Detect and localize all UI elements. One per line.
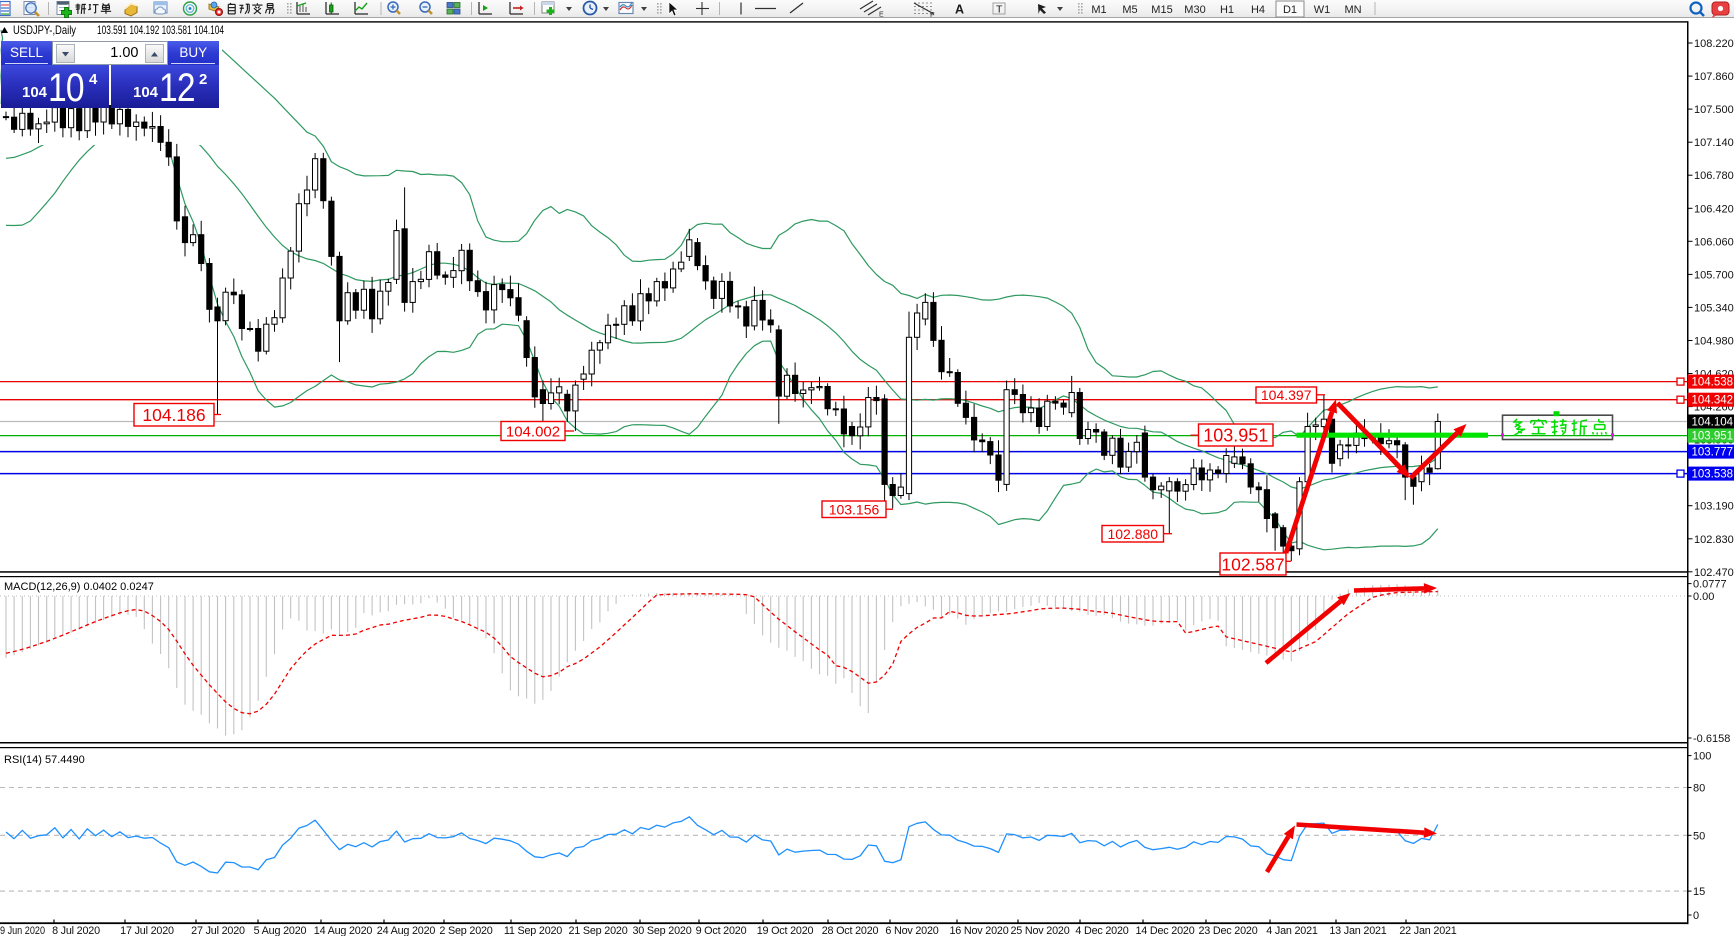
svg-text:D1: D1: [1283, 4, 1297, 16]
svg-text:M1: M1: [1091, 4, 1106, 16]
svg-text:25 Nov 2020: 25 Nov 2020: [1010, 925, 1069, 936]
svg-text:28 Oct 2020: 28 Oct 2020: [822, 925, 879, 936]
svg-text:103.591 104.192 103.581 104.10: 103.591 104.192 103.581 104.104: [97, 23, 224, 37]
svg-text:5 Aug 2020: 5 Aug 2020: [254, 925, 307, 936]
svg-text:107.860: 107.860: [1694, 71, 1734, 83]
svg-text:17 Jul 2020: 17 Jul 2020: [120, 925, 174, 936]
svg-text:104.397: 104.397: [1261, 387, 1312, 403]
svg-text:M30: M30: [1184, 4, 1205, 16]
svg-text:22 Jan 2021: 22 Jan 2021: [1399, 925, 1456, 936]
svg-text:107.140: 107.140: [1694, 137, 1734, 149]
svg-text:108.220: 108.220: [1694, 38, 1734, 50]
svg-text:RSI(14) 57.4490: RSI(14) 57.4490: [4, 754, 85, 766]
svg-text:H4: H4: [1251, 4, 1265, 16]
svg-text:102.830: 102.830: [1694, 534, 1734, 546]
svg-text:MACD(12,26,9) 0.0402 0.0247: MACD(12,26,9) 0.0402 0.0247: [4, 581, 154, 593]
svg-text:104.186: 104.186: [142, 405, 205, 425]
svg-text:8 Jul 2020: 8 Jul 2020: [52, 925, 100, 936]
svg-text:4 Dec 2020: 4 Dec 2020: [1075, 925, 1128, 936]
svg-text:102.880: 102.880: [1107, 526, 1158, 542]
svg-text:14 Dec 2020: 14 Dec 2020: [1135, 925, 1194, 936]
svg-text:104.002: 104.002: [506, 423, 560, 440]
svg-text:80: 80: [1693, 783, 1705, 795]
svg-text:M5: M5: [1122, 4, 1137, 16]
svg-text:103.777: 103.777: [1692, 447, 1734, 459]
svg-text:13 Jan 2021: 13 Jan 2021: [1329, 925, 1386, 936]
svg-text:F: F: [930, 10, 935, 19]
svg-text:4 Jan 2021: 4 Jan 2021: [1266, 925, 1318, 936]
svg-text:M15: M15: [1151, 4, 1172, 16]
svg-text:27 Jul 2020: 27 Jul 2020: [191, 925, 245, 936]
svg-text:2 Sep 2020: 2 Sep 2020: [439, 925, 492, 936]
svg-text:103.951: 103.951: [1203, 426, 1268, 446]
svg-text:30 Sep 2020: 30 Sep 2020: [632, 925, 691, 936]
svg-text:103.190: 103.190: [1694, 501, 1734, 513]
svg-text:106.420: 106.420: [1694, 203, 1734, 215]
svg-text:E: E: [879, 12, 884, 19]
svg-text:102.470: 102.470: [1694, 567, 1734, 579]
svg-text:9 Jun 2020: 9 Jun 2020: [0, 925, 45, 936]
svg-text:103.951: 103.951: [1692, 431, 1734, 443]
svg-text:104.538: 104.538: [1692, 377, 1734, 389]
svg-text:0.0777: 0.0777: [1693, 579, 1727, 591]
svg-text:23 Dec 2020: 23 Dec 2020: [1198, 925, 1257, 936]
svg-text:19 Oct 2020: 19 Oct 2020: [757, 925, 814, 936]
svg-text:11 Sep 2020: 11 Sep 2020: [504, 925, 562, 936]
svg-text:H1: H1: [1220, 4, 1234, 16]
svg-text:0.00: 0.00: [1693, 591, 1714, 603]
svg-text:104.104: 104.104: [1692, 417, 1734, 429]
svg-text:104.342: 104.342: [1692, 395, 1734, 407]
svg-text:15: 15: [1693, 886, 1705, 898]
svg-text:106.780: 106.780: [1694, 170, 1734, 182]
svg-text:9 Oct 2020: 9 Oct 2020: [696, 925, 747, 936]
svg-text:105.340: 105.340: [1694, 302, 1734, 314]
svg-text:0: 0: [1693, 910, 1699, 922]
svg-text:24 Aug 2020: 24 Aug 2020: [377, 925, 436, 936]
svg-text:-0.6158: -0.6158: [1693, 733, 1730, 745]
svg-text:6 Nov 2020: 6 Nov 2020: [885, 925, 938, 936]
svg-text:103.156: 103.156: [829, 501, 880, 517]
svg-text:104.980: 104.980: [1694, 336, 1734, 348]
svg-text:106.060: 106.060: [1694, 236, 1734, 248]
svg-text:A: A: [955, 3, 964, 17]
svg-text:MN: MN: [1344, 4, 1361, 16]
svg-text:50: 50: [1693, 830, 1705, 842]
svg-text:USDJPY-,Daily: USDJPY-,Daily: [13, 23, 76, 37]
svg-text:107.500: 107.500: [1694, 104, 1734, 116]
svg-text:105.700: 105.700: [1694, 269, 1734, 281]
svg-text:100: 100: [1693, 751, 1711, 763]
svg-text:W1: W1: [1314, 4, 1331, 16]
svg-text:103.538: 103.538: [1692, 469, 1734, 481]
svg-text:102.587: 102.587: [1221, 554, 1284, 574]
svg-text:14 Aug 2020: 14 Aug 2020: [314, 925, 373, 936]
svg-text:21 Sep 2020: 21 Sep 2020: [568, 925, 627, 936]
svg-text:T: T: [996, 4, 1003, 16]
svg-text:16 Nov 2020: 16 Nov 2020: [949, 925, 1008, 936]
